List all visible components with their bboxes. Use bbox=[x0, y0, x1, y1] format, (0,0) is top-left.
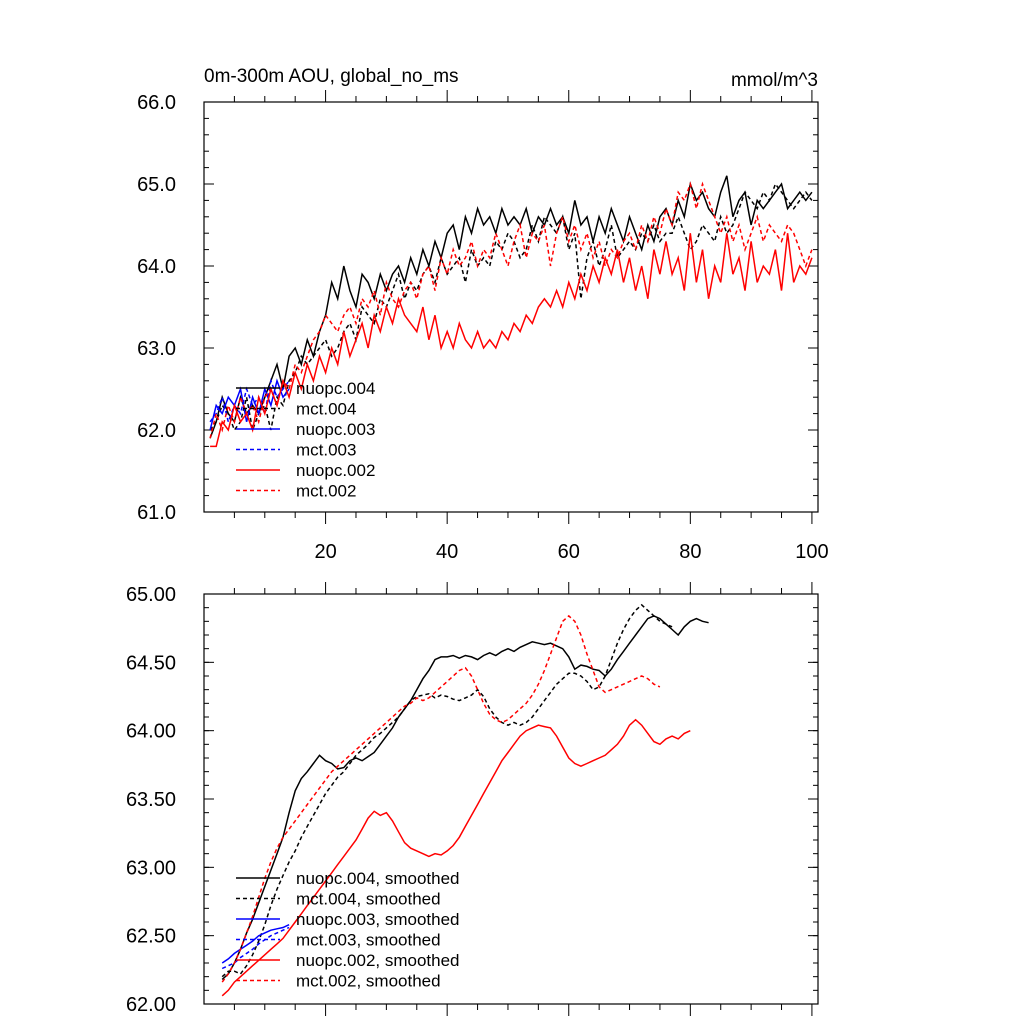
bottom-panel: 62.00 62.50 63.00 63.50 64.00 64.50 65.00 nuop… bbox=[126, 582, 819, 1016]
series-line-mct-004 bbox=[209, 182, 813, 433]
x-tick-label: 80 bbox=[679, 541, 701, 563]
y-tick-label: 64.00 bbox=[126, 721, 176, 743]
series-line-nuopc-003-smoothed bbox=[221, 924, 290, 964]
y-tick-label: 63.0 bbox=[137, 338, 176, 360]
y-tick-label: 64.0 bbox=[137, 256, 176, 278]
y-tick-label: 62.50 bbox=[126, 926, 176, 948]
series-line-mct-003-smoothed bbox=[221, 926, 290, 970]
series-line-mct-002 bbox=[209, 181, 813, 439]
y-tick-label: 65.00 bbox=[126, 584, 176, 606]
legend-label: mct.004, smoothed bbox=[296, 890, 441, 909]
legend-label: mct.003, smoothed bbox=[296, 931, 441, 950]
bottom-series-lines bbox=[221, 603, 709, 997]
top-panel-title: 0m-300m AOU, global_no_ms bbox=[204, 66, 459, 87]
y-tick-label: 62.00 bbox=[126, 994, 176, 1016]
top-panel: 0m-300m AOU, global_no_ms mmol/m^3 61.06… bbox=[137, 66, 829, 563]
legend-label: nuopc.004, smoothed bbox=[296, 869, 460, 888]
series-line-mct-002-smoothed bbox=[221, 614, 661, 983]
series-line-nuopc-004-smoothed bbox=[221, 615, 709, 980]
series-line-mct-003 bbox=[209, 377, 290, 425]
x-tick-label: 20 bbox=[314, 541, 336, 563]
legend-label: nuopc.002, smoothed bbox=[296, 951, 460, 970]
y-tick-label: 61.0 bbox=[137, 502, 176, 524]
x-tick-label: 40 bbox=[436, 541, 458, 563]
legend-label: nuopc.002 bbox=[296, 461, 375, 480]
y-tick-label: 64.50 bbox=[126, 652, 176, 674]
y-tick-label: 63.00 bbox=[126, 857, 176, 879]
legend-label: mct.002 bbox=[296, 482, 356, 501]
legend-label: mct.004 bbox=[296, 400, 356, 419]
series-line-nuopc-002-smoothed bbox=[221, 718, 691, 997]
legend-label: nuopc.003 bbox=[296, 420, 375, 439]
top-axis-ticks: 61.0 62.0 63.0 64.0 65.0 66.0 20 40 60 80 100 bbox=[137, 90, 829, 563]
top-panel-units: mmol/m^3 bbox=[731, 70, 818, 91]
y-tick-label: 62.0 bbox=[137, 420, 176, 442]
series-line-nuopc-002 bbox=[210, 233, 813, 448]
y-tick-label: 65.0 bbox=[137, 174, 176, 196]
series-line-mct-004-smoothed bbox=[221, 603, 673, 978]
legend-label: mct.003 bbox=[296, 441, 356, 460]
y-tick-label: 66.0 bbox=[137, 92, 176, 114]
top-series-lines bbox=[209, 175, 813, 448]
y-tick-label: 63.50 bbox=[126, 789, 176, 811]
legend-label: nuopc.003, smoothed bbox=[296, 910, 460, 929]
legend-label: mct.002, smoothed bbox=[296, 972, 441, 991]
x-tick-label: 60 bbox=[558, 541, 580, 563]
series-line-nuopc-004 bbox=[209, 175, 813, 439]
top-plot-frame bbox=[203, 101, 819, 513]
x-tick-label: 100 bbox=[795, 541, 828, 563]
legend-label: nuopc.004 bbox=[296, 379, 375, 398]
bottom-axis-ticks: 62.00 62.50 63.00 63.50 64.00 64.50 65.00 bbox=[126, 582, 818, 1016]
